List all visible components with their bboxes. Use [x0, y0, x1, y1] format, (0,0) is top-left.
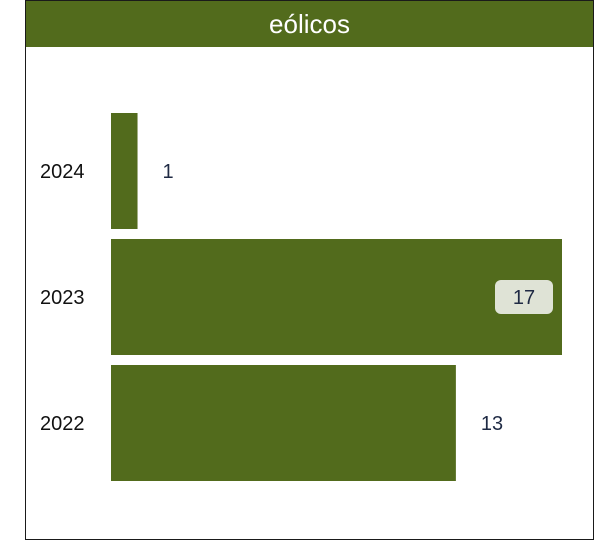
bar-2024	[111, 113, 138, 229]
chart-title-bar: eólicos	[26, 1, 593, 47]
value-label-2023: 17	[513, 287, 535, 309]
category-label-2023: 2023	[40, 287, 85, 309]
category-label-2024: 2024	[40, 161, 85, 183]
category-label-2022: 2022	[40, 413, 85, 435]
value-label-2024: 1	[163, 161, 174, 183]
bar-2022	[111, 365, 456, 481]
bar-2023	[111, 239, 562, 355]
value-badge-2023	[495, 280, 553, 314]
value-label-2022: 13	[481, 413, 503, 435]
chart-title: eólicos	[269, 8, 350, 39]
